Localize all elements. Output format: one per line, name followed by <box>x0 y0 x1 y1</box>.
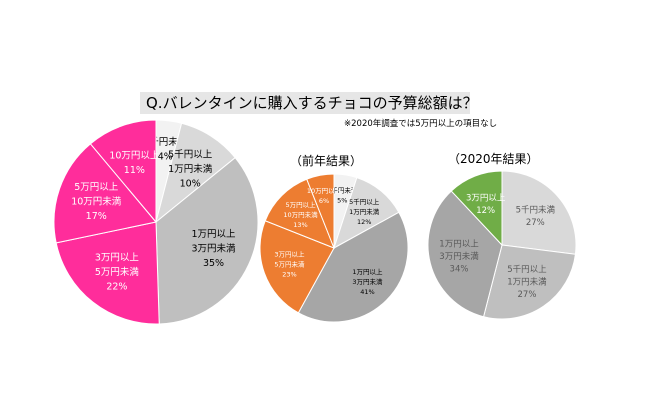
slice-label-previous-2: 1万円以上 3万円未満 41% <box>352 267 383 296</box>
slice-label-current-2: 1万円以上 3万円未満 35% <box>192 229 237 269</box>
slice-label-current-4: 5万円以上 10万円未満 17% <box>71 182 122 222</box>
pie-slice-current-4 <box>53 143 157 244</box>
pie-previous: 5千円未満 5% 5千円以上 1万円未満 12% 1万円以上 3万円未満 41% 3万円以上 5万… <box>259 173 409 323</box>
pie-slice-previous-3 <box>259 220 335 314</box>
slice-label-2020-2: 1万円以上 3万円未満 34% <box>439 240 479 275</box>
pie-slice-current-2 <box>155 156 259 325</box>
pie-slice-2020-3 <box>450 170 503 247</box>
chart-title-2020: （2020年結果） <box>448 152 539 166</box>
slice-label-current-5: 10万円以上 11% <box>109 151 160 177</box>
slice-label-2020-0: 5千円未満 27% <box>516 204 556 228</box>
question-title: Q.バレンタインに購入するチョコの予算総額は？ <box>140 92 478 114</box>
slice-label-previous-0: 5千円未満 5% <box>327 186 358 205</box>
slice-label-2020-1: 5千円以上 1万円未満 27% <box>507 264 547 300</box>
slice-label-current-3: 3万円以上 5万円未満 22% <box>95 253 140 293</box>
pie-slice-2020-0 <box>501 170 577 255</box>
pie-slice-previous-2 <box>297 211 409 323</box>
pie-current: 5千円未満 4%5千円以上 1万円未満 10%1万円以上 3万円未満 35%3万円以上 5万… <box>53 119 259 325</box>
pie-slice-2020-2 <box>427 190 503 318</box>
pie-slice-2020-1 <box>482 244 576 320</box>
slice-label-current-1: 5千円以上 1万円未満 10% <box>168 150 213 190</box>
slice-label-previous-1: 5千円以上 1万円未満 12% <box>349 197 380 226</box>
slice-label-previous-3: 3万円以上 5万円未満 23% <box>274 249 305 278</box>
pie-slice-current-3 <box>55 221 160 325</box>
slice-label-previous-5: 10万円以上 6% <box>307 186 342 205</box>
pie-slice-previous-4 <box>264 178 335 249</box>
survey-note: ※2020年調査では5万円以上の項目なし <box>344 119 498 129</box>
pie-slice-current-5 <box>89 119 157 224</box>
pie-2020: 5千円未満 27% 5千円以上 1万円未満 27% 1万円以上 3万円未満 34% 3万円以上 1… <box>427 170 577 320</box>
slice-label-2020-3: 3万円以上 12% <box>466 193 506 216</box>
pie-slice-previous-5 <box>306 173 335 249</box>
chart-title-previous: （前年結果） <box>290 154 363 168</box>
slice-label-previous-4: 5万円以上 10万円未満 13% <box>283 200 318 229</box>
